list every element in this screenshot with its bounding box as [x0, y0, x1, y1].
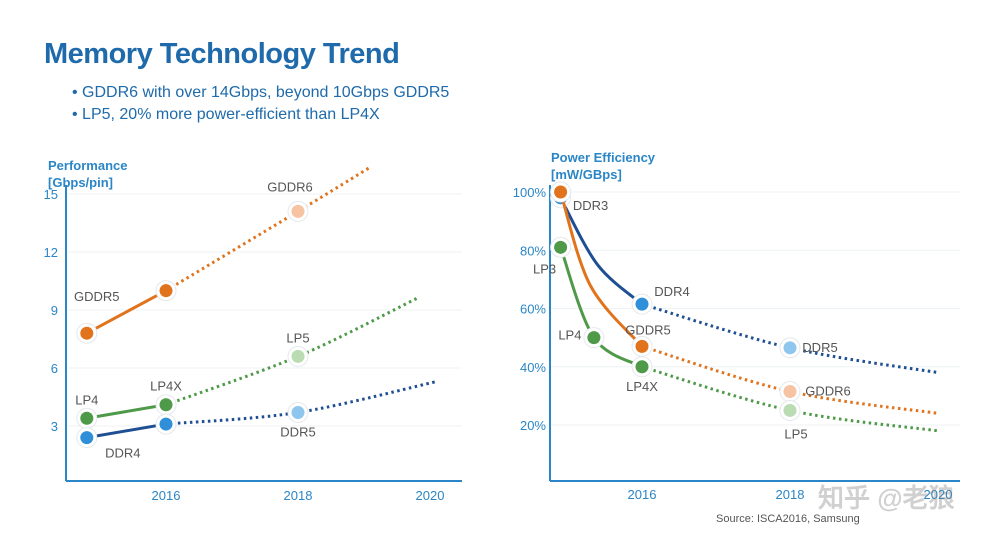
x-tick-label: 2018	[284, 488, 313, 503]
y-axis-title: [mW/GBps]	[551, 167, 622, 182]
data-label: LP5	[286, 330, 309, 345]
bullet-list: GDDR6 with over 14Gbps, beyond 10Gbps GD…	[72, 82, 449, 126]
y-axis-title: Power Efficiency	[551, 150, 656, 165]
data-label: DDR4	[105, 446, 140, 461]
series-line-actual	[559, 190, 644, 348]
y-tick-label: 80%	[520, 243, 546, 258]
data-point	[783, 385, 797, 399]
series-line-projected	[641, 302, 939, 375]
y-tick-label: 12	[44, 245, 58, 260]
data-point	[80, 431, 94, 445]
x-tick-label: 2016	[152, 488, 181, 503]
slide-title: Memory Technology Trend	[44, 38, 400, 70]
data-point	[159, 398, 173, 412]
source-note: Source: ISCA2016, Samsung	[716, 513, 860, 525]
data-label: GDDR5	[74, 289, 120, 304]
data-label: GDDR6	[805, 384, 851, 399]
x-tick-label: 2020	[924, 487, 953, 502]
chart-power-efficiency: 20% 40% 60% 80% 100% 2016 2018 2020 Power Effici…	[513, 150, 960, 502]
data-point	[159, 417, 173, 431]
data-point	[635, 297, 649, 311]
data-point	[783, 403, 797, 417]
y-tick-label: 6	[51, 361, 58, 376]
y-tick-label: 40%	[520, 360, 546, 375]
y-tick-label: 15	[44, 187, 58, 202]
data-label: LP5	[784, 426, 807, 441]
data-point	[291, 349, 305, 363]
chart-performance: 3 6 9 12 15 2016 2018 2020 Performance [Gbps/pin]…	[44, 158, 462, 503]
y-axis-title: Performance	[48, 158, 127, 173]
data-label: DDR5	[280, 424, 315, 439]
watermark: 知乎 @老狼	[818, 483, 955, 513]
y-tick-label: 100%	[513, 185, 547, 200]
data-label: LP4	[558, 328, 581, 343]
x-tick-label: 2018	[776, 487, 805, 502]
y-tick-label: 3	[51, 419, 58, 434]
series-line-projected	[641, 344, 939, 415]
data-label: LP4X	[150, 379, 182, 394]
data-point	[80, 411, 94, 425]
y-tick-label: 20%	[520, 418, 546, 433]
series-line-actual	[559, 245, 644, 369]
data-point	[635, 339, 649, 353]
series-line-projected	[165, 297, 418, 407]
data-point	[635, 360, 649, 374]
data-label: LP4	[75, 392, 98, 407]
data-point	[554, 185, 568, 199]
data-label: DDR3	[573, 198, 608, 213]
x-tick-label: 2016	[628, 487, 657, 502]
data-label: DDR5	[802, 340, 837, 355]
data-point	[587, 331, 601, 345]
y-tick-label: 60%	[520, 302, 546, 317]
series-line-projected	[641, 365, 939, 433]
data-point	[159, 284, 173, 298]
data-label: LP4X	[626, 379, 658, 394]
series-line-actual	[559, 196, 644, 306]
data-label: LP3	[533, 261, 556, 276]
y-tick-label: 9	[51, 303, 58, 318]
data-point	[554, 240, 568, 254]
data-point	[291, 204, 305, 218]
data-point	[291, 405, 305, 419]
data-label: DDR4	[654, 284, 689, 299]
bullet-item: LP5, 20% more power-efficient than LP4X	[72, 104, 449, 126]
x-tick-label: 2020	[416, 488, 445, 503]
data-label: GDDR6	[267, 179, 313, 194]
series-line-projected	[165, 165, 372, 292]
series-line-actual	[85, 403, 168, 420]
y-axis-title: [Gbps/pin]	[48, 175, 113, 190]
bullet-item: GDDR6 with over 14Gbps, beyond 10Gbps GD…	[72, 82, 449, 104]
data-point	[80, 326, 94, 340]
data-point	[783, 341, 797, 355]
data-label: GDDR5	[625, 322, 671, 337]
